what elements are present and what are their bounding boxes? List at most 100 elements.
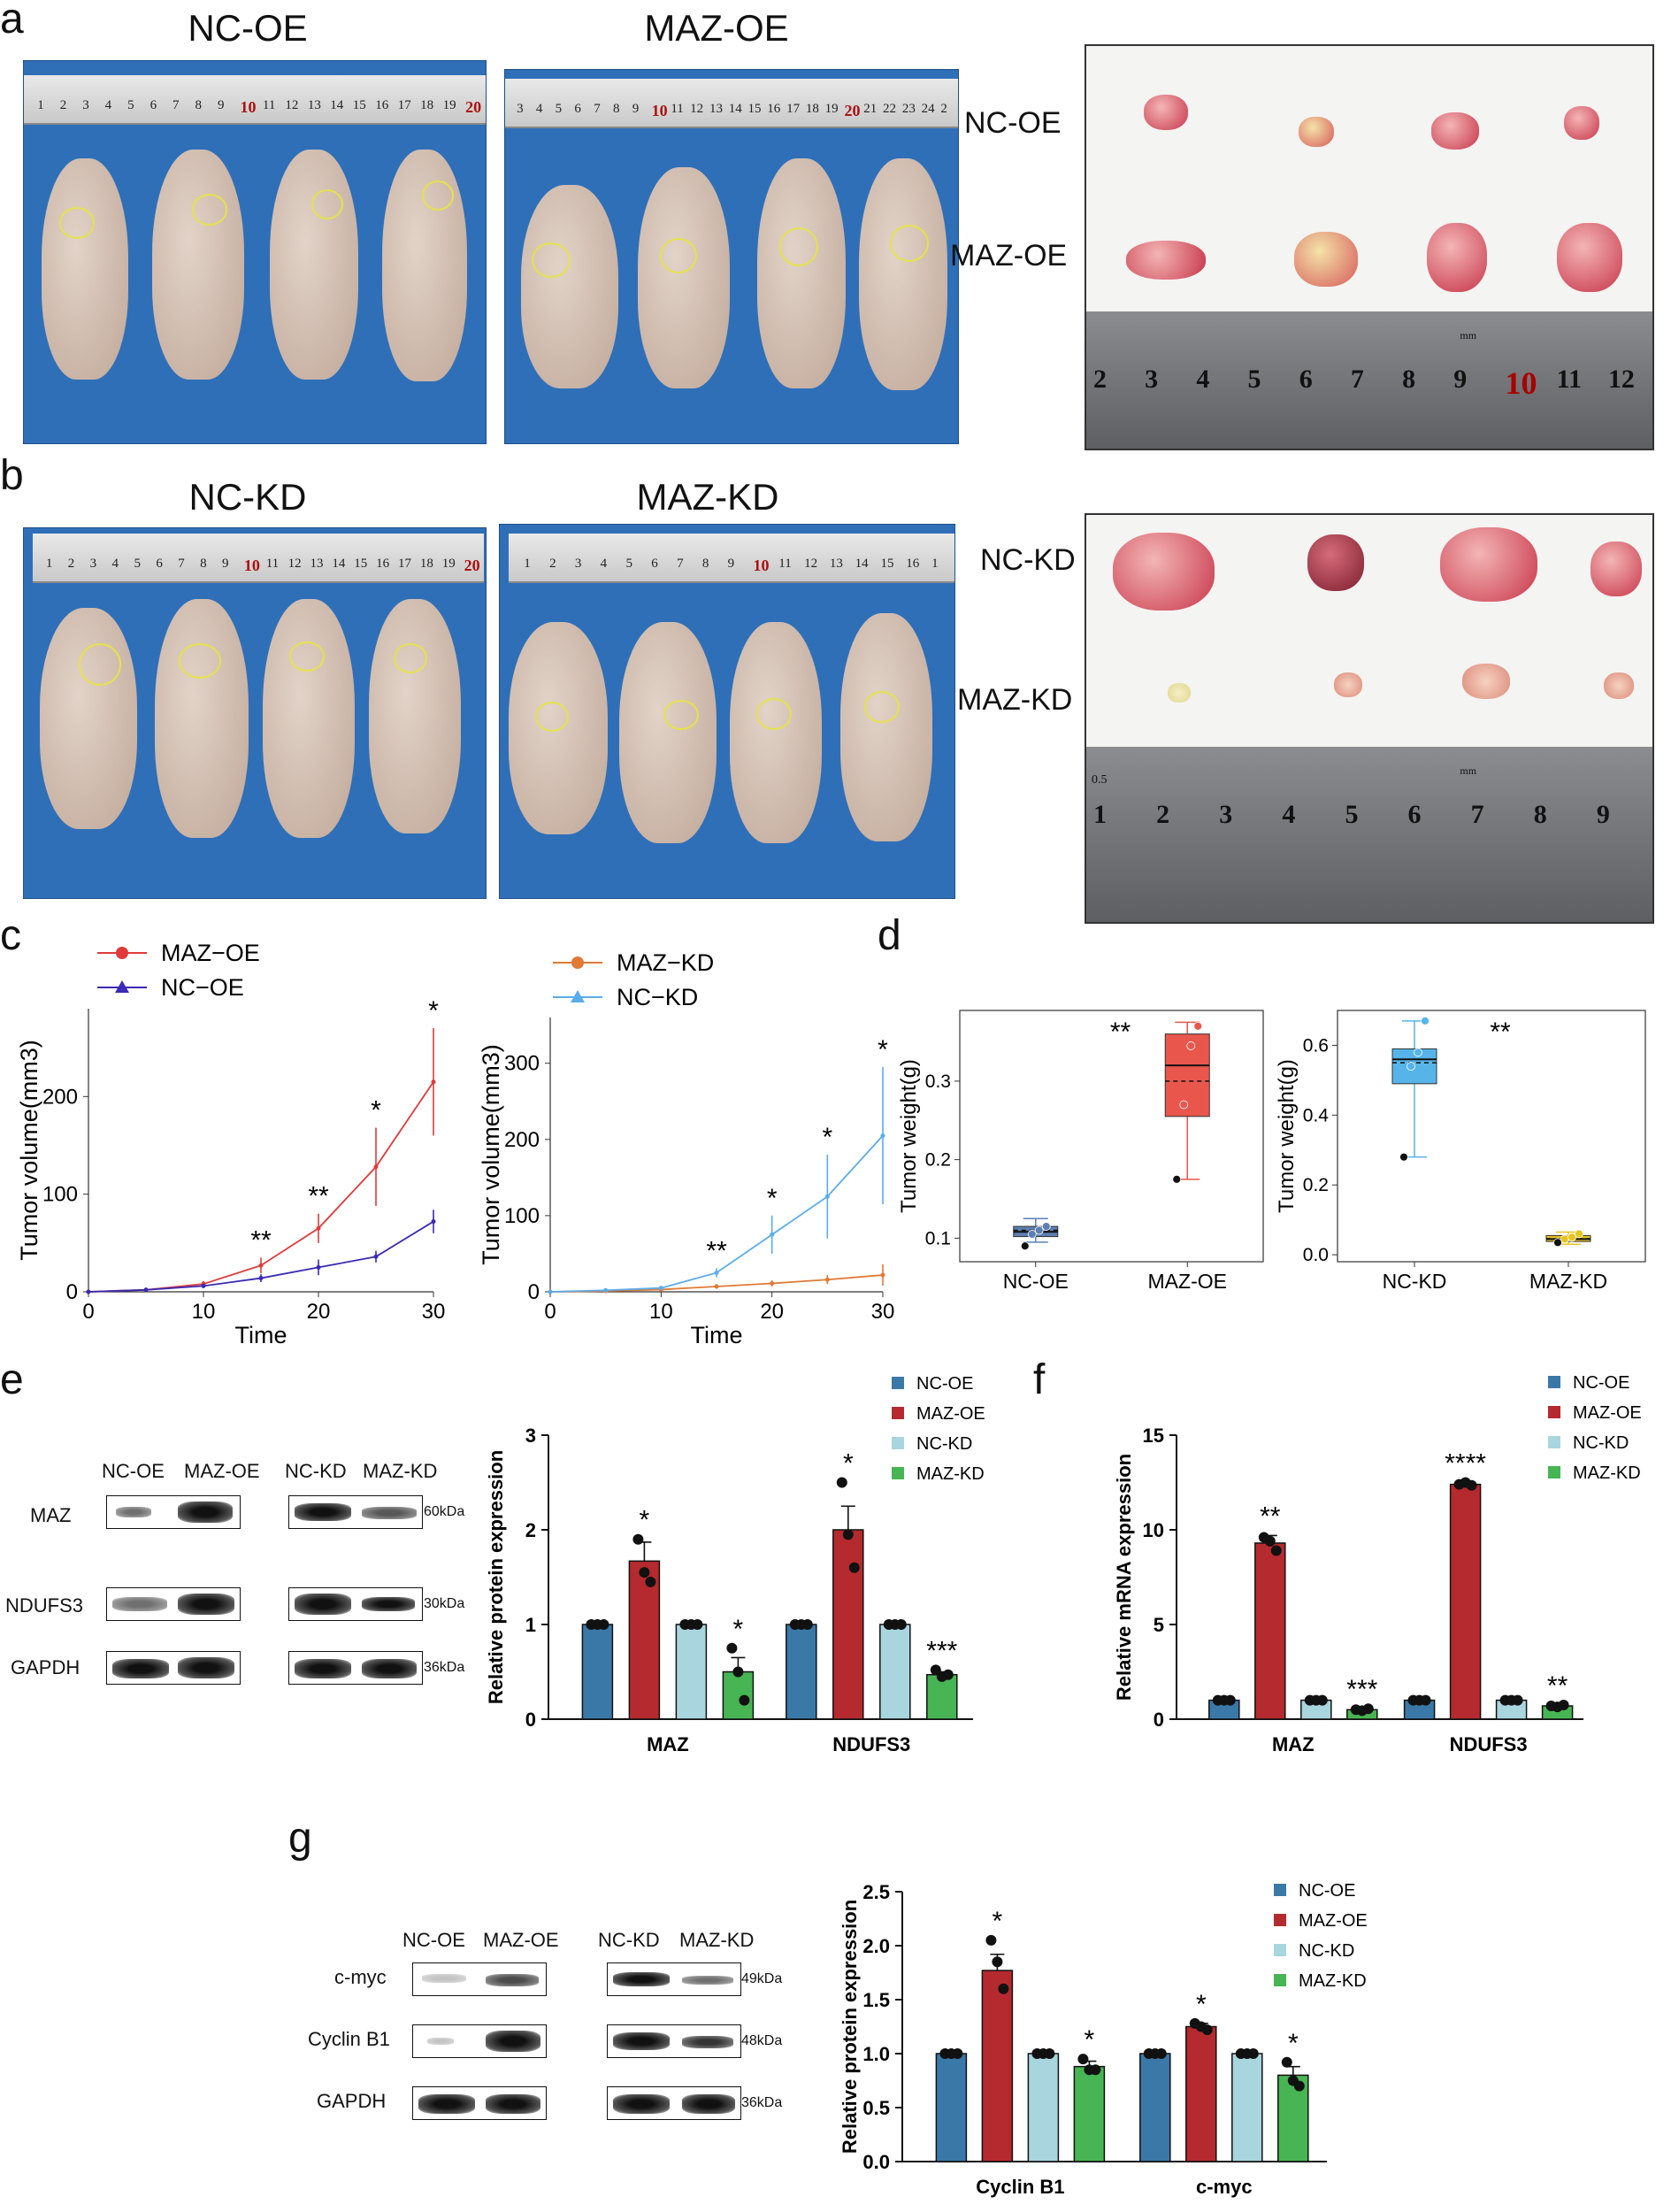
legend-swatch: [1548, 1466, 1560, 1479]
ruler-number: 20: [464, 557, 480, 574]
data-point: [1179, 1100, 1189, 1110]
data-point: [1316, 1694, 1328, 1706]
x-tick-label: MAZ: [1272, 1733, 1315, 1755]
data-point: [824, 1194, 830, 1199]
data-point: [1193, 1021, 1203, 1031]
data-point: [258, 1263, 264, 1268]
ruler-number: 2: [549, 557, 556, 571]
ruler-number: 4: [111, 557, 119, 571]
band: [486, 2031, 540, 2052]
panel-a-title-right: MAZ-OE: [644, 7, 789, 49]
tumor: [1462, 664, 1510, 699]
mouse: [730, 622, 822, 843]
x-tick-label: 20: [307, 1300, 331, 1324]
data-point: [1020, 1241, 1030, 1251]
blot-row-label: MAZ: [30, 1504, 72, 1526]
ruler-number: 18: [805, 102, 819, 116]
blot-row-label: NDUFS3: [5, 1594, 84, 1617]
ruler-number: 17: [397, 557, 411, 571]
y-axis-label: Relative protein expression: [485, 1450, 507, 1704]
data-point: [1293, 2080, 1305, 2092]
steel-ruler-scale: 0.5: [1092, 773, 1108, 787]
ruler-number: 9: [632, 102, 640, 116]
photo-nc-kd-mice: 1 2 3 4 5 6 7 8 9 10 11 12 13 14 15 16 17 18 19 20: [23, 527, 487, 899]
ruler-number: 7: [594, 102, 601, 116]
significance-mark: *: [1288, 2029, 1299, 2058]
ruler-number: 9: [221, 557, 229, 571]
ruler-number: 19: [442, 98, 456, 112]
ruler-number: 14: [332, 557, 346, 571]
band: [112, 1659, 169, 1678]
bar: [1139, 2053, 1171, 2162]
significance-mark: *: [428, 996, 439, 1025]
legend-swatch: [1274, 1914, 1286, 1926]
tumor: [1557, 223, 1622, 292]
kda-label: 36kDa: [741, 2095, 783, 2110]
band: [427, 2038, 454, 2045]
ruler-number: 19: [441, 557, 456, 571]
ruler-number: 3: [89, 557, 97, 571]
kda-label: 30kDa: [424, 1596, 465, 1611]
steel-ruler-number: 8: [1533, 800, 1547, 829]
data-point: [1186, 1041, 1196, 1050]
ruler-number: 9: [727, 557, 735, 571]
significance-mark: **: [1547, 1671, 1568, 1701]
legend-label: MAZ-KD: [916, 1464, 985, 1484]
data-point: [639, 1567, 650, 1578]
ruler-number: 11: [778, 557, 792, 571]
ruler-number: 10: [753, 557, 770, 574]
tumor: [1168, 683, 1191, 703]
kda-label: 48kDa: [741, 2033, 783, 2048]
ruler-number: 20: [844, 102, 861, 119]
ruler-number: 16: [375, 98, 389, 112]
x-tick-label: NC-OE: [1003, 1270, 1069, 1293]
band: [682, 2094, 735, 2114]
significance-mark: *: [1085, 2025, 1095, 2055]
bar: [722, 1671, 755, 1720]
legend-label: MAZ-KD: [1299, 1971, 1367, 1991]
legend-swatch: [892, 1407, 904, 1419]
x-axis-label: Time: [235, 1322, 287, 1348]
data-point: [1090, 2064, 1101, 2076]
blot-maz-oe: [106, 1495, 241, 1529]
significance-mark: **: [308, 1182, 329, 1211]
kda-label: 60kDa: [424, 1504, 465, 1519]
data-point: [942, 1669, 954, 1680]
blot-ndufs3-oe: [106, 1587, 241, 1621]
panel-label-f: f: [1033, 1356, 1046, 1403]
tumor: [1294, 232, 1358, 287]
panel-label-d: d: [878, 912, 901, 959]
y-tick-label: 2: [525, 1519, 536, 1541]
data-point: [1172, 1174, 1182, 1184]
band: [362, 1659, 417, 1678]
ruler-number: 3: [517, 102, 524, 116]
blot-cmyc-kd: [607, 1962, 741, 1996]
tumor: [1144, 95, 1188, 130]
data-point: [316, 1225, 321, 1231]
steel-ruler-number: 4: [1282, 800, 1296, 829]
ruler-number: 18: [420, 98, 434, 112]
tumor-circle: [289, 641, 325, 672]
ruler-number: 6: [651, 557, 658, 571]
ruler-number: 10: [651, 102, 668, 119]
legend-label: NC-OE: [916, 1374, 973, 1394]
panel-label-b: b: [0, 452, 24, 499]
steel-ruler-number: 3: [1219, 800, 1233, 829]
mouse: [859, 158, 947, 390]
tumor-row-label: NC-OE: [964, 106, 1062, 140]
data-point: [1362, 1703, 1374, 1715]
ruler-number: 22: [883, 102, 897, 116]
steel-ruler-number: 9: [1453, 365, 1468, 394]
data-point: [258, 1276, 264, 1281]
data-point: [1077, 2054, 1089, 2065]
data-point: [1264, 1535, 1276, 1547]
tumor-circle: [311, 189, 343, 219]
data-point: [714, 1284, 719, 1289]
data-point: [880, 1272, 885, 1278]
x-axis-label: Time: [691, 1322, 743, 1348]
ruler-number: 10: [243, 557, 260, 574]
ruler-number: 6: [149, 98, 157, 112]
data-point: [1420, 1694, 1431, 1706]
